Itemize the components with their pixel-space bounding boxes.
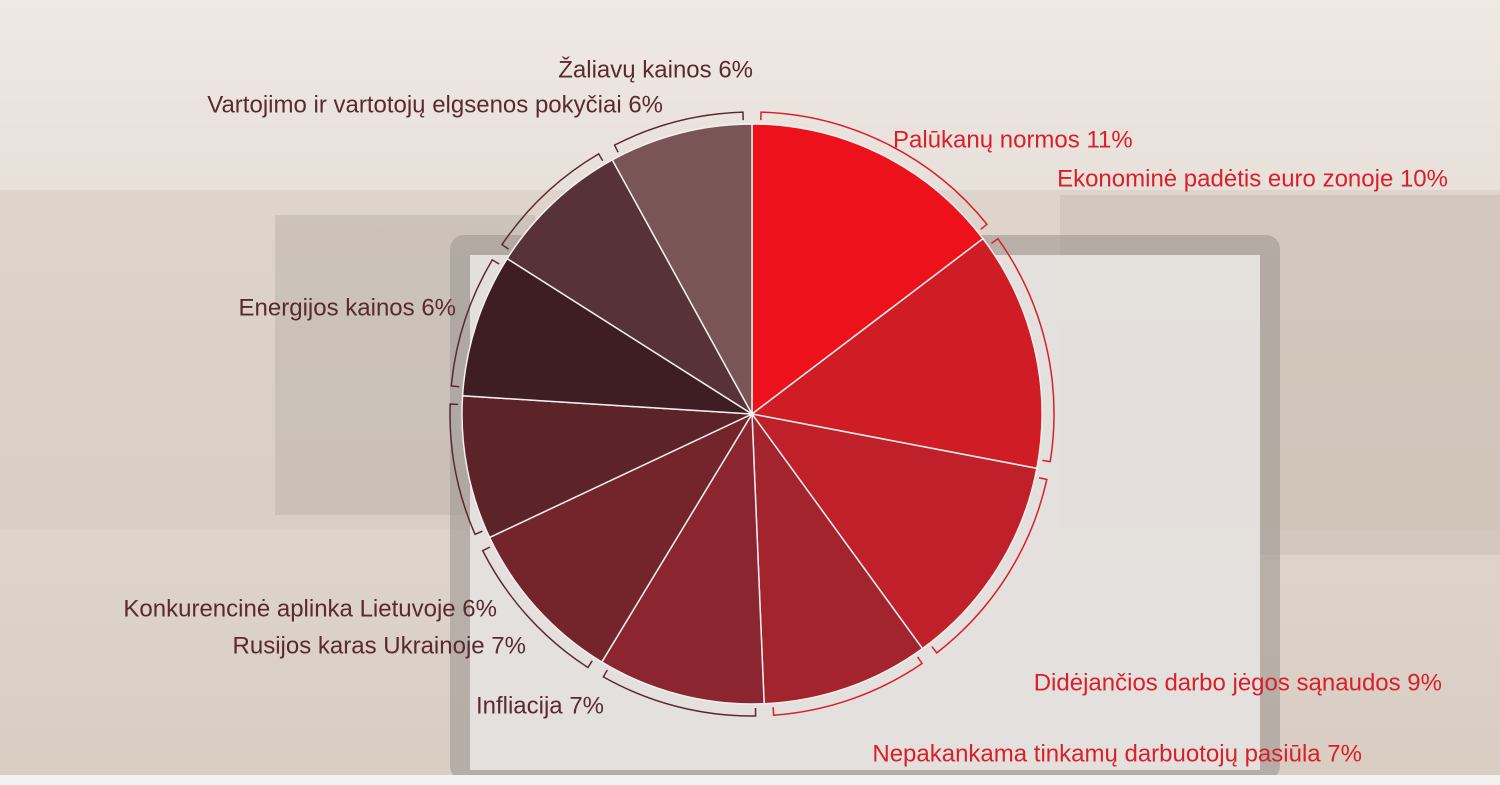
pie-slice <box>461 257 753 415</box>
slice-label: Didėjančios darbo jėgos sąnaudos 9% <box>1034 669 1442 696</box>
pie-slice <box>488 412 754 664</box>
slice-label: Nepakankama tinkamų darbuotojų pasiūla 7… <box>872 740 1362 767</box>
pie-slice <box>611 123 753 415</box>
leader-bracket <box>772 656 924 717</box>
leader-bracket <box>613 111 744 153</box>
pie-slice <box>506 158 753 415</box>
pie-slice <box>600 411 765 705</box>
leader-bracket <box>990 237 1055 463</box>
slice-label: Infliacija 7% <box>476 692 604 719</box>
leader-bracket <box>931 476 1048 654</box>
slice-label: Vartojimo ir vartotojų elgsenos pokyčiai… <box>207 91 663 118</box>
slice-label: Žaliavų kainos 6% <box>558 56 753 83</box>
leader-bracket <box>450 258 500 388</box>
pie <box>461 123 1043 705</box>
leader-bracket <box>481 546 593 669</box>
labels: Palūkanų normos 11% Ekonominė padėtis eur… <box>123 56 1448 767</box>
leader-bracket <box>760 111 989 230</box>
slice-label: Palūkanų normos 11% <box>893 126 1133 153</box>
leader-bracket <box>449 403 483 536</box>
slice-label: Ekonominė padėtis euro zonoje 10% <box>1057 165 1448 192</box>
pie-slice <box>751 123 985 416</box>
pie-slice <box>750 237 1043 470</box>
slice-label: Energijos kainos 6% <box>239 294 456 321</box>
leader-bracket <box>602 669 757 717</box>
pie-slice <box>751 411 924 705</box>
pie-slice <box>461 394 753 539</box>
bottom-strip <box>0 775 1500 785</box>
leader-bracket <box>500 152 604 250</box>
pie-slice <box>750 412 1038 650</box>
slice-label: Konkurencinė aplinka Lietuvoje 6% <box>123 595 497 622</box>
slice-label: Rusijos karas Ukrainoje 7% <box>233 632 526 659</box>
